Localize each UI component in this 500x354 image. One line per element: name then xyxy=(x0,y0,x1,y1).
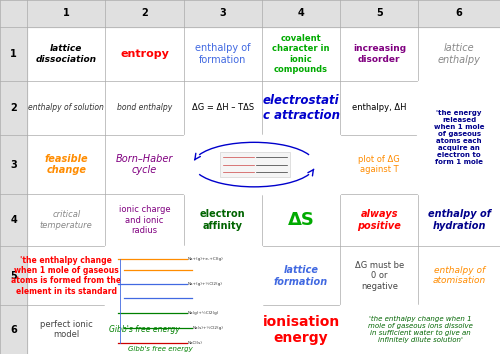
Text: enthalpy, ΔH: enthalpy, ΔH xyxy=(352,103,406,113)
Text: Na+(g)+e-+Cl(g): Na+(g)+e-+Cl(g) xyxy=(188,257,224,261)
Bar xyxy=(184,135,262,194)
Text: lattice
formation: lattice formation xyxy=(274,265,328,286)
Text: 4: 4 xyxy=(298,8,304,18)
Text: 'the energy
released
when 1 mole
of gaseous
atoms each
acquire an
electron to
fo: 'the energy released when 1 mole of gase… xyxy=(434,110,484,165)
Text: enthalpy of
hydration: enthalpy of hydration xyxy=(428,209,490,231)
Text: 3: 3 xyxy=(10,160,17,170)
Text: critical
temperature: critical temperature xyxy=(40,211,92,230)
Bar xyxy=(262,135,340,194)
Text: entropy: entropy xyxy=(120,49,169,59)
Text: 5: 5 xyxy=(376,8,382,18)
Text: enthalpy of
atomisation: enthalpy of atomisation xyxy=(432,266,486,285)
Text: 6: 6 xyxy=(10,325,17,335)
Text: 1: 1 xyxy=(10,49,17,59)
Bar xyxy=(220,152,290,177)
Text: ΔG must be
0 or
negative: ΔG must be 0 or negative xyxy=(354,261,404,291)
Text: perfect ionic
model: perfect ionic model xyxy=(40,320,92,339)
Text: increasing
disorder: increasing disorder xyxy=(353,44,406,64)
Text: 4: 4 xyxy=(10,215,17,225)
Text: 2: 2 xyxy=(141,8,148,18)
Text: enthalpy of solution: enthalpy of solution xyxy=(28,103,104,113)
Text: plot of ΔG
against T: plot of ΔG against T xyxy=(358,155,400,174)
Text: electrostati
c attraction: electrostati c attraction xyxy=(262,94,340,122)
Bar xyxy=(418,133,500,136)
Text: Gibb's free energy: Gibb's free energy xyxy=(128,346,192,352)
Text: Born–Haber
cycle: Born–Haber cycle xyxy=(116,154,173,175)
Text: Na(g)+½Cl2(g): Na(g)+½Cl2(g) xyxy=(188,311,219,315)
Text: 6: 6 xyxy=(456,8,462,18)
Text: Gibb's free energy: Gibb's free energy xyxy=(109,325,180,334)
Text: always
positive: always positive xyxy=(358,209,402,231)
Text: lattice
dissociation: lattice dissociation xyxy=(36,44,97,64)
Text: ionisation
energy: ionisation energy xyxy=(262,315,340,345)
Text: 'the enthalpy change
when 1 mole of gaseous
atoms is formed from the
element in : 'the enthalpy change when 1 mole of gase… xyxy=(11,256,122,296)
Text: Na(s)+½Cl2(g): Na(s)+½Cl2(g) xyxy=(192,326,224,330)
Text: 'the enthalpy change when 1
mole of gaseous ions dissolve
in sufficient water to: 'the enthalpy change when 1 mole of gase… xyxy=(368,316,472,343)
Text: 2: 2 xyxy=(10,103,17,113)
Text: electron
affinity: electron affinity xyxy=(200,209,246,231)
Text: bond enthalpy: bond enthalpy xyxy=(117,103,172,113)
Bar xyxy=(418,81,500,194)
Text: covalent
character in
ionic
compounds: covalent character in ionic compounds xyxy=(272,34,330,74)
Bar xyxy=(106,246,262,354)
Text: feasible
change: feasible change xyxy=(44,154,88,175)
Text: 5: 5 xyxy=(10,271,17,281)
Text: ionic charge
and ionic
radius: ionic charge and ionic radius xyxy=(119,205,171,235)
Bar xyxy=(106,305,262,306)
Bar xyxy=(418,306,419,354)
Text: 1: 1 xyxy=(63,8,70,18)
Text: ΔG = ΔH – TΔS: ΔG = ΔH – TΔS xyxy=(192,103,254,113)
Bar xyxy=(183,246,184,354)
Text: enthalpy of
formation: enthalpy of formation xyxy=(195,43,250,65)
Text: ΔS: ΔS xyxy=(288,211,314,229)
Text: lattice
enthalpy: lattice enthalpy xyxy=(438,43,480,65)
Bar xyxy=(340,306,500,354)
Text: NaCl(s): NaCl(s) xyxy=(188,341,202,345)
Bar xyxy=(0,0,27,354)
Text: Na+(g)+½Cl2(g): Na+(g)+½Cl2(g) xyxy=(188,282,222,286)
Text: 3: 3 xyxy=(220,8,226,18)
Bar xyxy=(0,0,500,27)
